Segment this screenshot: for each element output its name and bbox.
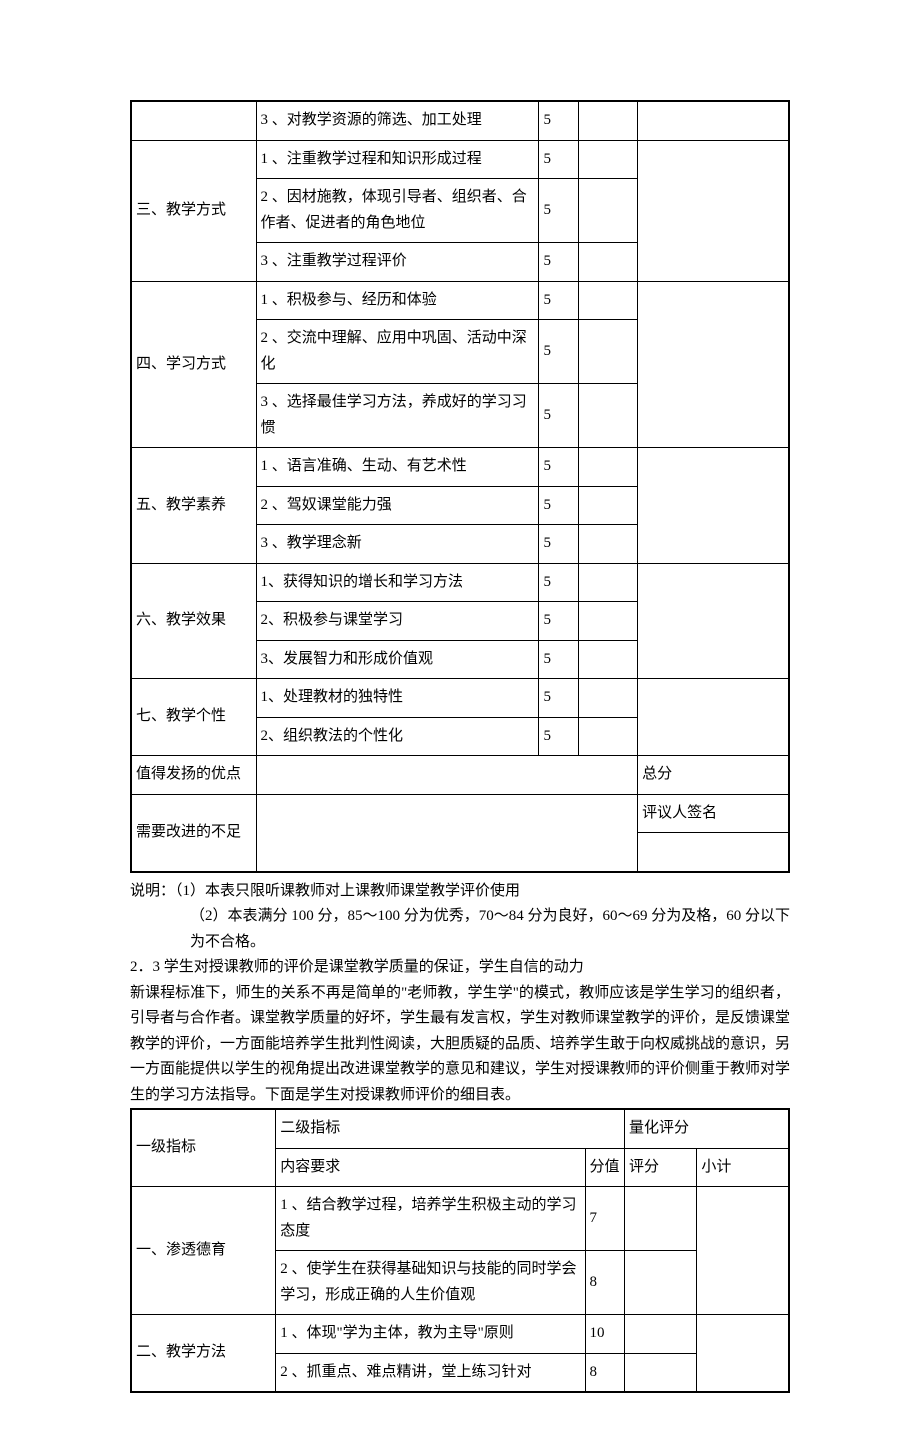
item-text: 1 、注重教学过程和知识形成过程	[256, 140, 539, 179]
item-score: 5	[539, 384, 578, 448]
header-content: 内容要求	[276, 1148, 585, 1187]
total-label: 总分	[638, 756, 789, 795]
header-sub: 小计	[697, 1148, 789, 1187]
explain-line1: 说明：（1）本表只限听课教师对上课教师课堂教学评价使用	[130, 879, 790, 905]
item-score: 7	[585, 1187, 624, 1251]
item-text: 3 、教学理念新	[256, 525, 539, 564]
item-text: 2 、驾奴课堂能力强	[256, 486, 539, 525]
cat-cell: 五、教学素养	[131, 448, 256, 564]
eval-cell	[578, 384, 637, 448]
eval-cell	[578, 320, 637, 384]
eval-cell	[578, 243, 637, 282]
eval-cell	[624, 1353, 696, 1392]
explanation-block: 说明：（1）本表只限听课教师对上课教师课堂教学评价使用 （2）本表满分 100 …	[130, 879, 790, 1109]
item-score: 5	[539, 640, 578, 679]
item-text: 1 、结合教学过程，培养学生积极主动的学习态度	[276, 1187, 585, 1251]
item-text: 1 、体现"学为主体，教为主导"原则	[276, 1315, 585, 1354]
sub-cell	[638, 101, 789, 140]
item-text: 1 、积极参与、经历和体验	[256, 281, 539, 320]
item-text: 2 、交流中理解、应用中巩固、活动中深化	[256, 320, 539, 384]
eval-cell	[578, 717, 637, 756]
item-score: 5	[539, 717, 578, 756]
header-col3: 量化评分	[624, 1109, 789, 1148]
shortcomings-label: 需要改进的不足	[131, 794, 256, 872]
rubric-table-1: 3 、对教学资源的筛选、加工处理 5 三、教学方式 1 、注重教学过程和知识形成…	[130, 100, 790, 873]
explain-line2: （2）本表满分 100 分，85～100 分为优秀，70～84 分为良好，60～…	[130, 904, 790, 955]
shortcomings-cell	[256, 794, 638, 872]
item-text: 2、积极参与课堂学习	[256, 602, 539, 641]
item-score: 5	[539, 679, 578, 718]
section-heading: 2．3 学生对授课教师的评价是课堂教学质量的保证，学生自信的动力	[130, 955, 790, 981]
eval-cell	[578, 448, 637, 487]
eval-cell	[624, 1251, 696, 1315]
item-score: 5	[539, 525, 578, 564]
sub-cell	[697, 1187, 789, 1315]
sub-cell	[638, 448, 789, 564]
item-text: 2 、使学生在获得基础知识与技能的同时学会学习，形成正确的人生价值观	[276, 1251, 585, 1315]
item-score: 5	[539, 179, 578, 243]
cat-cell: 四、学习方式	[131, 281, 256, 448]
eval-cell	[578, 679, 637, 718]
eval-cell	[578, 140, 637, 179]
item-score: 8	[585, 1251, 624, 1315]
item-score: 5	[539, 140, 578, 179]
item-text: 2 、因材施教，体现引导者、组织者、合作者、促进者的角色地位	[256, 179, 539, 243]
eval-cell	[578, 281, 637, 320]
cat-cell: 六、教学效果	[131, 563, 256, 679]
eval-cell	[578, 563, 637, 602]
item-text: 1 、语言准确、生动、有艺术性	[256, 448, 539, 487]
eval-cell	[578, 179, 637, 243]
item-text: 3 、注重教学过程评价	[256, 243, 539, 282]
sub-cell	[638, 563, 789, 679]
item-score: 10	[585, 1315, 624, 1354]
item-score: 8	[585, 1353, 624, 1392]
item-text: 2 、抓重点、难点精讲，堂上练习针对	[276, 1353, 585, 1392]
cat-cell	[131, 101, 256, 140]
signer-cell	[638, 833, 789, 872]
eval-cell	[624, 1315, 696, 1354]
header-eval: 评分	[624, 1148, 696, 1187]
item-text: 1、处理教材的独特性	[256, 679, 539, 718]
item-score: 5	[539, 486, 578, 525]
eval-cell	[578, 602, 637, 641]
item-score: 5	[539, 101, 578, 140]
eval-cell	[578, 640, 637, 679]
item-text: 3、发展智力和形成价值观	[256, 640, 539, 679]
advantages-label: 值得发扬的优点	[131, 756, 256, 795]
eval-cell	[578, 525, 637, 564]
cat-cell: 二、教学方法	[131, 1315, 276, 1393]
item-score: 5	[539, 281, 578, 320]
item-score: 5	[539, 448, 578, 487]
eval-cell	[624, 1187, 696, 1251]
cat-cell: 七、教学个性	[131, 679, 256, 756]
item-score: 5	[539, 602, 578, 641]
sub-cell	[638, 140, 789, 281]
signer-label: 评议人签名	[638, 794, 789, 833]
item-text: 3 、对教学资源的筛选、加工处理	[256, 101, 539, 140]
item-score: 5	[539, 243, 578, 282]
cat-cell: 三、教学方式	[131, 140, 256, 281]
header-col2: 二级指标	[276, 1109, 625, 1148]
header-col1: 一级指标	[131, 1109, 276, 1187]
body-paragraph: 新课程标准下，师生的关系不再是简单的"老师教，学生学"的模式，教师应该是学生学习…	[130, 981, 790, 1109]
sub-cell	[638, 281, 789, 448]
rubric-table-2: 一级指标 二级指标 量化评分 内容要求 分值 评分 小计 一、渗透德育 1 、结…	[130, 1108, 790, 1393]
advantages-cell	[256, 756, 638, 795]
eval-cell	[578, 101, 637, 140]
item-score: 5	[539, 320, 578, 384]
item-text: 3 、选择最佳学习方法，养成好的学习习惯	[256, 384, 539, 448]
item-text: 2、组织教法的个性化	[256, 717, 539, 756]
cat-cell: 一、渗透德育	[131, 1187, 276, 1315]
header-score: 分值	[585, 1148, 624, 1187]
item-text: 1、获得知识的增长和学习方法	[256, 563, 539, 602]
eval-cell	[578, 486, 637, 525]
sub-cell	[638, 679, 789, 756]
sub-cell	[697, 1315, 789, 1393]
item-score: 5	[539, 563, 578, 602]
